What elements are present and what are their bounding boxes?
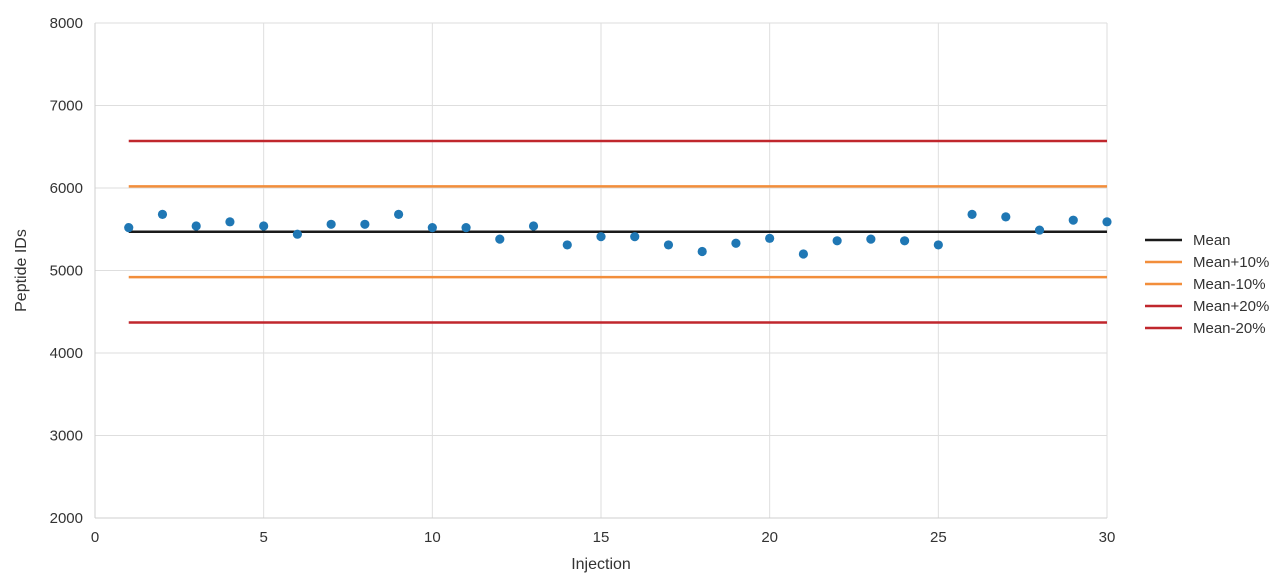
data-point [1034,225,1045,235]
legend-item: Mean [1145,232,1231,249]
x-tick-labels: 0 5 10 15 20 25 30 [91,529,1116,546]
reference-lines [128,139,1107,324]
axes [94,23,1107,519]
legend-item: Mean-10% [1145,276,1266,293]
data-point [157,209,168,219]
data-point [630,232,640,242]
y-tick-labels: 2000 3000 4000 5000 6000 7000 8000 [50,15,83,527]
x-tick-label: 5 [259,529,267,546]
legend-label: Mean+10% [1193,254,1269,271]
legend-label: Mean+20% [1193,298,1269,315]
x-axis-title: Injection [571,556,631,573]
data-point [326,219,336,229]
data-point [832,236,842,246]
data-point [360,219,370,229]
y-tick-label: 5000 [50,263,83,280]
data-point [495,234,505,244]
data-point [124,223,134,233]
x-tick-label: 10 [424,529,441,546]
y-tick-label: 6000 [50,180,83,197]
x-tick-label: 25 [930,529,947,546]
y-tick-label: 4000 [50,345,83,362]
x-tick-label: 15 [593,529,610,546]
data-point [1068,215,1078,225]
data-point [528,221,539,231]
legend-item: Mean-20% [1145,320,1266,337]
x-tick-label: 20 [761,529,778,546]
data-point [427,223,437,233]
y-tick-label: 2000 [50,510,83,527]
y-tick-label: 3000 [50,428,83,445]
legend-item: Mean+10% [1145,254,1269,271]
data-point [292,229,302,239]
data-point [461,223,471,233]
x-tick-label: 30 [1099,529,1116,546]
data-point [1001,212,1011,222]
data-point [731,238,741,248]
y-axis-title: Peptide IDs [13,229,30,312]
data-point [394,209,404,219]
data-points [124,209,1112,259]
data-point [765,233,775,243]
data-point [663,240,674,250]
data-point [798,249,809,259]
data-point [967,209,977,219]
y-tick-label: 7000 [50,98,83,115]
legend-item: Mean+20% [1145,298,1269,315]
legend-label: Mean [1193,232,1231,249]
data-point [697,246,707,257]
data-point [900,236,910,246]
legend-label: Mean-20% [1193,320,1266,337]
data-point [191,221,201,231]
data-point [1102,217,1112,227]
y-tick-label: 8000 [50,15,83,32]
data-point [933,240,943,250]
data-point [866,234,876,244]
data-point [259,221,269,231]
x-tick-label: 0 [91,529,99,546]
legend-label: Mean-10% [1193,276,1266,293]
data-point [225,217,235,227]
data-point [562,240,572,250]
legend: Mean Mean+10% Mean-10% Mean+20% Mean-20% [1145,232,1269,337]
data-point [596,232,606,242]
gridlines [95,22,1108,518]
